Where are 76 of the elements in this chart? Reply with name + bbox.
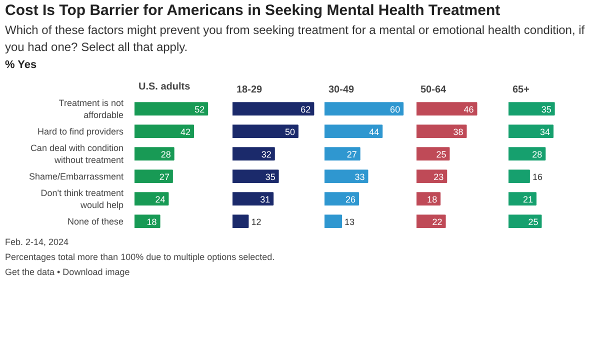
data-label: 31 <box>260 194 270 204</box>
bar <box>232 147 275 160</box>
bar <box>416 170 448 183</box>
data-label: 35 <box>265 172 276 182</box>
data-label: 46 <box>464 104 474 114</box>
data-label: 25 <box>436 149 446 160</box>
y-tick-label: Hard to find providers <box>37 126 124 136</box>
y-tick-label: Can deal with condition without treatment <box>30 142 124 165</box>
bar <box>232 214 249 228</box>
bar <box>508 147 546 160</box>
bar <box>134 192 169 206</box>
chart-title: 18-29 <box>236 84 263 96</box>
text: Which of these factors might prevent you from seeking treatment for a mental or emotional health condition, if you had one? Select all that apply. <box>5 22 586 56</box>
bar <box>416 214 446 228</box>
data-label: 32 <box>261 149 272 160</box>
data-label: 21 <box>522 194 534 204</box>
bar <box>324 147 360 160</box>
data-label: 60 <box>390 104 400 114</box>
data-label: 27 <box>159 172 170 182</box>
y-tick-label: Treatment is not affordable <box>58 98 124 120</box>
bar <box>232 124 298 138</box>
chart-title: 30-49 <box>328 84 355 96</box>
data-label: 34 <box>540 126 550 137</box>
bar <box>134 124 194 138</box>
bar <box>232 102 314 116</box>
text: Cost Is Top Barrier for Americans in Seeking Mental Health Treatment <box>5 1 500 21</box>
bar <box>134 147 174 160</box>
y-tick-label: None of these <box>67 216 124 226</box>
bar <box>324 102 404 116</box>
data-label: 35 <box>541 104 552 114</box>
chart-title: 50-64 <box>420 84 447 96</box>
chart-title: 65+ <box>512 84 530 96</box>
text: Feb. 2-14, 2024 <box>5 236 69 249</box>
data-label: 28 <box>532 149 542 160</box>
data-label: 22 <box>432 216 442 227</box>
data-label: 16 <box>532 172 542 182</box>
data-label: 27 <box>346 149 357 160</box>
bar <box>134 102 208 116</box>
chart-title: U.S. adults <box>138 82 191 92</box>
data-label: 26 <box>346 194 356 204</box>
bar <box>324 124 383 138</box>
bar <box>134 170 173 183</box>
data-label: 12 <box>251 216 262 227</box>
bar <box>324 192 360 206</box>
data-label: 25 <box>528 216 538 227</box>
bar <box>416 102 478 116</box>
data-label: 38 <box>453 126 464 137</box>
bar <box>232 192 274 206</box>
bar <box>508 102 555 116</box>
bar <box>508 170 530 183</box>
bar <box>232 170 279 183</box>
data-label: 52 <box>194 104 205 114</box>
y-tick-label: Don't think treatment would help <box>40 188 124 210</box>
text: Get the data • Download image <box>5 266 130 279</box>
data-label: 28 <box>160 149 171 160</box>
data-label: 18 <box>427 194 438 204</box>
text: Percentages total more than 100% due to multiple options selected. <box>5 251 275 264</box>
data-label: 18 <box>146 216 157 227</box>
y-tick-label: Shame/Embarrassment <box>28 171 124 182</box>
bar <box>416 147 450 160</box>
bar <box>508 192 536 206</box>
bar <box>324 214 342 228</box>
data-label: 23 <box>434 172 444 182</box>
data-label: 13 <box>344 216 355 227</box>
bar <box>416 124 467 138</box>
data-label: 33 <box>354 172 365 182</box>
data-label: 50 <box>284 126 295 137</box>
bar <box>134 214 160 228</box>
text: % Yes <box>5 58 37 73</box>
data-label: 42 <box>180 126 191 137</box>
data-label: 24 <box>155 194 166 204</box>
data-label: 44 <box>369 126 380 137</box>
bar <box>508 214 542 228</box>
bar <box>324 170 368 183</box>
bar <box>508 124 554 138</box>
data-label: 62 <box>300 104 311 114</box>
